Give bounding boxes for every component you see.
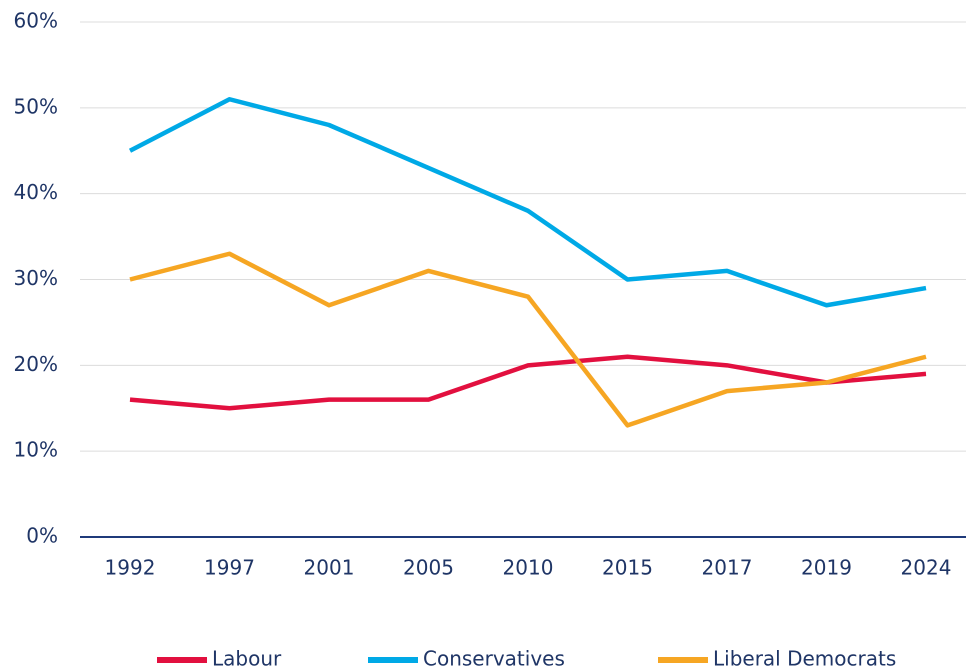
x-tick-label: 2010 <box>503 556 554 580</box>
legend-label: Conservatives <box>423 647 565 670</box>
y-tick-label: 0% <box>26 524 58 548</box>
x-tick-label: 2001 <box>304 556 355 580</box>
series-line <box>128 97 927 308</box>
y-tick-label: 50% <box>14 94 58 118</box>
x-tick-label: 2015 <box>602 556 653 580</box>
x-tick-label: 2005 <box>403 556 454 580</box>
x-tick-label: 2019 <box>801 556 852 580</box>
x-tick-label: 2024 <box>901 556 952 580</box>
legend-label: Labour <box>212 647 282 670</box>
y-tick-label: 40% <box>14 180 58 204</box>
series-line <box>129 354 927 411</box>
x-tick-label: 2017 <box>702 556 753 580</box>
legend-label: Liberal Democrats <box>713 647 896 670</box>
x-tick-label: 1997 <box>204 556 255 580</box>
y-tick-label: 10% <box>14 438 58 462</box>
y-tick-label: 60% <box>14 9 58 33</box>
series-line <box>129 251 927 428</box>
y-tick-label: 20% <box>14 352 58 376</box>
y-tick-label: 30% <box>14 266 58 290</box>
x-tick-label: 1992 <box>105 556 156 580</box>
